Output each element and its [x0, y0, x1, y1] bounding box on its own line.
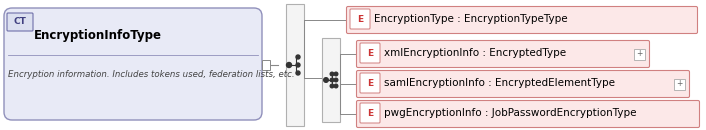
Circle shape [334, 72, 337, 76]
Bar [674, 79, 685, 89]
Text: E: E [367, 79, 373, 87]
FancyBboxPatch shape [357, 70, 690, 98]
Bar [634, 48, 645, 60]
Bar [322, 38, 340, 122]
FancyBboxPatch shape [4, 8, 262, 120]
Circle shape [296, 63, 300, 67]
Circle shape [287, 63, 292, 67]
Text: samlEncryptionInfo : EncryptedElementType: samlEncryptionInfo : EncryptedElementTyp… [384, 78, 615, 88]
Circle shape [330, 78, 334, 82]
Text: +: + [676, 80, 683, 89]
Circle shape [334, 84, 337, 88]
Text: E: E [367, 48, 373, 57]
Text: Encryption information. Includes tokens used, federation lists, etc.: Encryption information. Includes tokens … [8, 70, 294, 79]
Bar [262, 60, 270, 70]
FancyBboxPatch shape [360, 73, 380, 93]
Circle shape [330, 72, 334, 76]
Circle shape [330, 84, 334, 88]
FancyBboxPatch shape [7, 13, 33, 31]
Bar [286, 4, 304, 126]
Text: EncryptionInfoType: EncryptionInfoType [34, 28, 162, 41]
Text: E: E [357, 15, 363, 24]
Text: EncryptionType : EncryptionTypeType: EncryptionType : EncryptionTypeType [374, 14, 568, 24]
FancyBboxPatch shape [360, 103, 380, 123]
Circle shape [323, 78, 328, 82]
FancyBboxPatch shape [360, 43, 380, 63]
Text: +: + [636, 50, 642, 58]
FancyBboxPatch shape [357, 41, 650, 67]
Circle shape [296, 71, 300, 75]
Circle shape [334, 78, 337, 82]
FancyBboxPatch shape [357, 100, 700, 128]
Text: E: E [367, 109, 373, 118]
Text: xmlEncryptionInfo : EncryptedType: xmlEncryptionInfo : EncryptedType [384, 48, 566, 58]
Text: pwgEncryptionInfo : JobPasswordEncryptionType: pwgEncryptionInfo : JobPasswordEncryptio… [384, 108, 637, 118]
FancyBboxPatch shape [347, 6, 698, 34]
Text: CT: CT [13, 18, 26, 27]
FancyBboxPatch shape [350, 9, 370, 29]
Circle shape [296, 55, 300, 59]
